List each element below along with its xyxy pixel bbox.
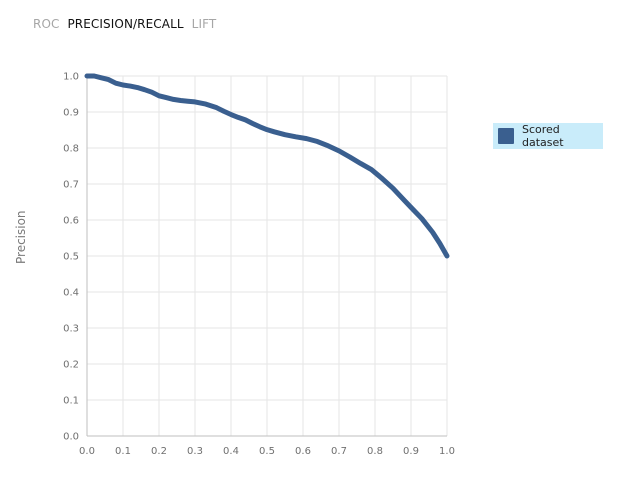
x-tick-label: 0.5	[259, 446, 275, 457]
y-tick-label: 0.9	[63, 108, 79, 119]
y-tick-label: 0.4	[63, 288, 79, 299]
legend-label: Scored dataset	[522, 123, 564, 149]
tab-lift[interactable]: LIFT	[191, 17, 217, 31]
y-axis-label: Precision	[14, 210, 28, 264]
series-line	[84, 73, 450, 259]
x-tick-label: 1.0	[439, 446, 455, 457]
y-tick-label: 0.0	[63, 432, 79, 443]
x-tick-label: 0.3	[187, 446, 203, 457]
y-tick-label: 0.8	[63, 144, 79, 155]
x-tick-label: 0.4	[223, 446, 239, 457]
y-tick-label: 0.6	[63, 216, 79, 227]
x-tick-label: 0.1	[115, 446, 131, 457]
x-tick-label: 0.9	[403, 446, 419, 457]
x-tick-label: 0.2	[151, 446, 167, 457]
legend[interactable]: Scored dataset	[493, 123, 603, 149]
y-tick-label: 0.7	[63, 180, 79, 191]
y-tick-label: 0.1	[63, 396, 79, 407]
y-tick-label: 0.5	[63, 252, 79, 263]
y-tick-label: 0.3	[63, 324, 79, 335]
x-tick-label: 0.7	[331, 446, 347, 457]
y-tick-label: 0.2	[63, 360, 79, 371]
x-tick-label: 0.0	[79, 446, 95, 457]
chart-tab-bar: ROC PRECISION/RECALL LIFT	[33, 16, 216, 32]
x-tick-label: 0.6	[295, 446, 311, 457]
tab-precision-recall[interactable]: PRECISION/RECALL	[67, 17, 184, 31]
legend-swatch	[498, 128, 514, 144]
tab-roc[interactable]: ROC	[33, 17, 60, 31]
y-tick-label: 1.0	[63, 72, 79, 83]
x-tick-label: 0.8	[367, 446, 383, 457]
